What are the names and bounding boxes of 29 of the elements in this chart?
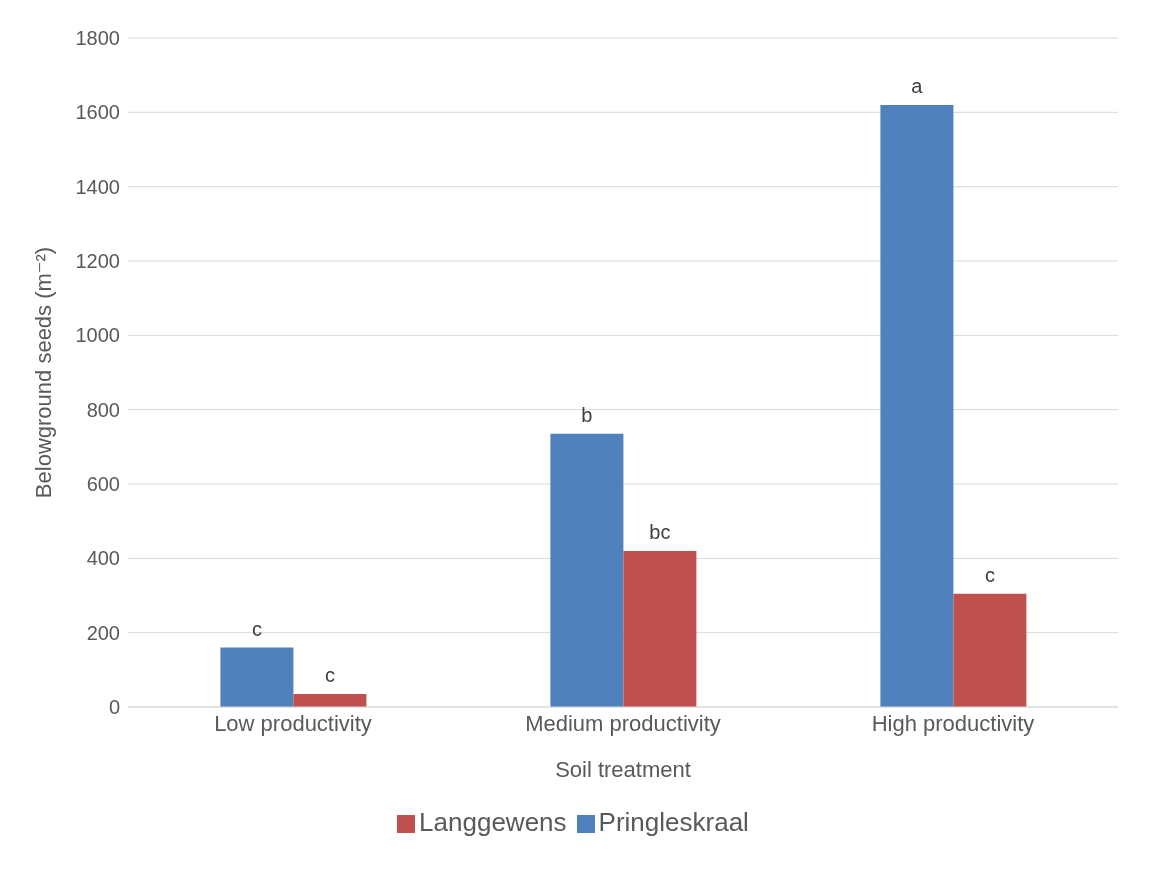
data-label: c (984, 563, 995, 586)
data-label: c (324, 663, 335, 686)
y-tick-label: 1000 (75, 324, 120, 347)
y-tick-label: 800 (86, 398, 120, 421)
y-tick-label: 0 (108, 696, 120, 719)
y-tick-label: 1800 (75, 27, 120, 50)
legend-label: Langgewens (419, 807, 567, 837)
data-label: a (911, 74, 924, 97)
y-tick-label: 400 (86, 547, 120, 570)
bar (220, 647, 294, 707)
x-tick-label: Low productivity (214, 710, 372, 736)
x-tick-label: High productivity (871, 710, 1035, 736)
bar (880, 104, 954, 707)
bar (953, 593, 1027, 707)
bar (550, 433, 624, 707)
bar (293, 693, 367, 707)
legend-label: Pringleskraal (598, 807, 749, 837)
data-label: b (581, 403, 593, 426)
y-tick-label: 1200 (75, 250, 120, 273)
y-tick-label: 600 (86, 473, 120, 496)
y-tick-label: 1600 (75, 101, 120, 124)
data-label: bc (649, 520, 671, 543)
y-axis-title: Belowground seeds (m⁻²) (30, 246, 56, 499)
y-tick-label: 200 (86, 621, 120, 644)
y-tick-label: 1400 (75, 175, 120, 198)
data-label: c (251, 617, 262, 640)
x-tick-label: Medium productivity (525, 710, 721, 736)
bar (623, 550, 697, 707)
x-axis-title: Soil treatment (555, 757, 691, 782)
